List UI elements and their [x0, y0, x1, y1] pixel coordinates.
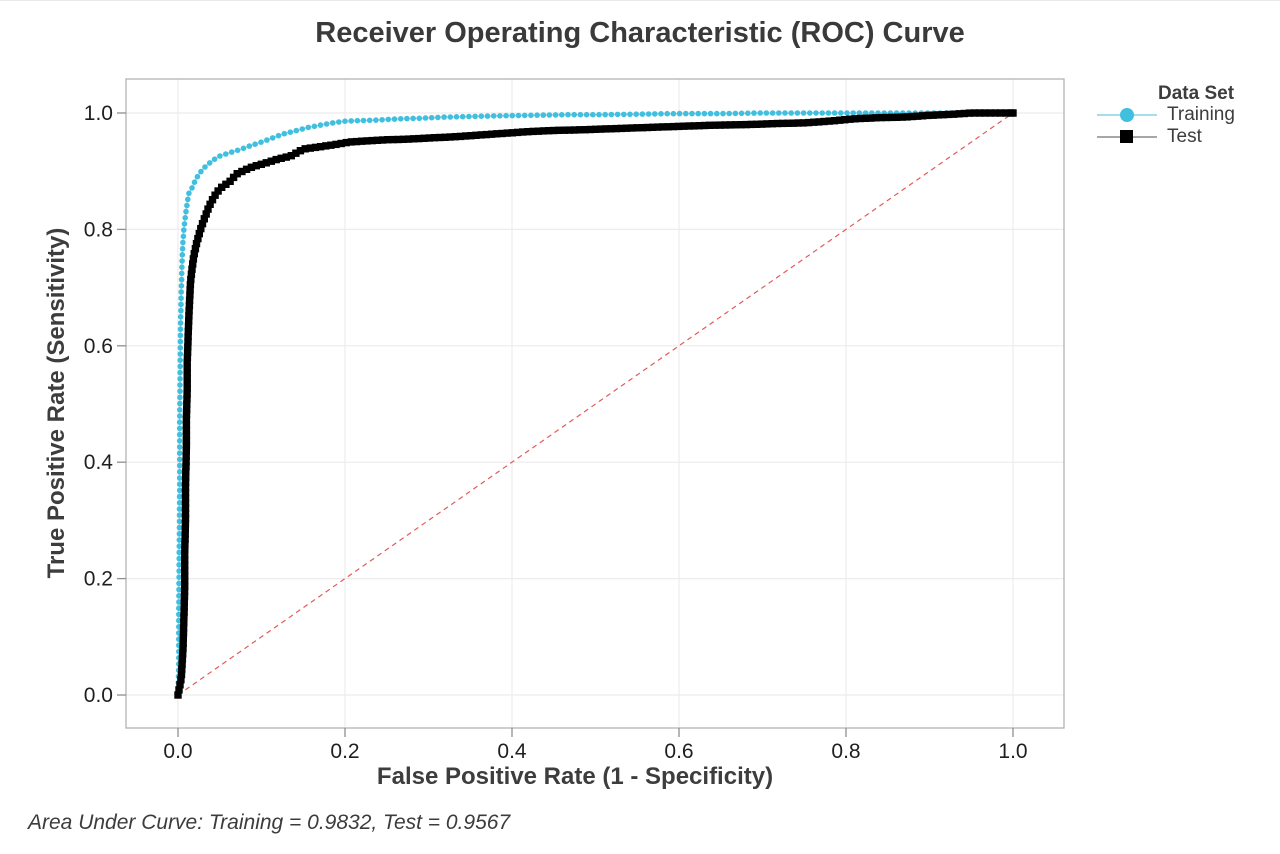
- y-tick-label: 0.6: [84, 335, 113, 358]
- legend-label-training: Training: [1167, 104, 1235, 125]
- y-tick-label: 0.4: [84, 451, 114, 474]
- legend: Data Set Training Test: [1095, 83, 1235, 148]
- x-axis-label: False Positive Rate (1 - Specificity): [376, 763, 774, 790]
- legend-item-test: Test: [1095, 126, 1235, 148]
- y-axis-label: True Positive Rate (Sensitivity): [43, 227, 70, 579]
- plot-frame: [125, 78, 1065, 729]
- x-tick-label: 0.8: [831, 740, 860, 763]
- axis-ticks: 0.0 0.2 0.4 0.6 0.8 1.0 0.0 0.2 0.4 0.6 0.8 1.0: [84, 102, 1028, 763]
- training-marker-icon: [1097, 108, 1157, 122]
- x-tick-label: 0.4: [497, 740, 527, 763]
- training-curve: [175, 110, 1016, 698]
- y-tick-label: 0.0: [84, 684, 113, 707]
- legend-item-training: Training: [1095, 104, 1235, 126]
- x-tick-label: 0.2: [330, 740, 359, 763]
- diagonal-reference-line: [177, 112, 1014, 696]
- test-marker-icon: [1097, 130, 1157, 143]
- y-tick-label: 1.0: [84, 102, 113, 125]
- auc-annotation: Area Under Curve: Training = 0.9832, Tes…: [28, 811, 511, 834]
- legend-title: Data Set: [1158, 83, 1235, 104]
- y-tick-label: 0.2: [84, 568, 113, 591]
- x-tick-label: 1.0: [998, 740, 1027, 763]
- test-curve: [174, 109, 1017, 699]
- x-tick-label: 0.6: [664, 740, 693, 763]
- gridlines: [126, 79, 1064, 728]
- legend-label-test: Test: [1167, 126, 1202, 147]
- x-tick-label: 0.0: [163, 740, 192, 763]
- y-tick-label: 0.8: [84, 218, 113, 241]
- chart-title: Receiver Operating Characteristic (ROC) …: [315, 17, 965, 49]
